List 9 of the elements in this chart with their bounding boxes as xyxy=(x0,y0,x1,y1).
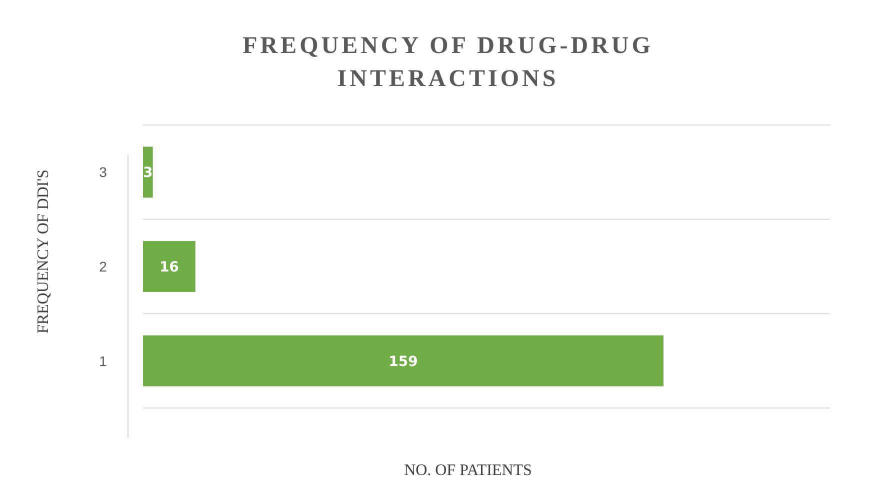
data-label: 3 xyxy=(143,165,153,182)
y-axis-title: FREQUENCY OF DDI'S xyxy=(35,169,52,334)
x-axis-title: NO. OF PATIENTS xyxy=(404,462,532,479)
y-tick-label: 3 xyxy=(99,164,108,180)
data-label: 159 xyxy=(388,354,418,370)
chart-title: FREQUENCY OF DRUG-DRUG INTERACTIONS xyxy=(242,33,654,92)
y-tick-label: 2 xyxy=(99,258,108,274)
data-label: 16 xyxy=(159,260,179,276)
y-tick-label: 1 xyxy=(99,352,108,369)
